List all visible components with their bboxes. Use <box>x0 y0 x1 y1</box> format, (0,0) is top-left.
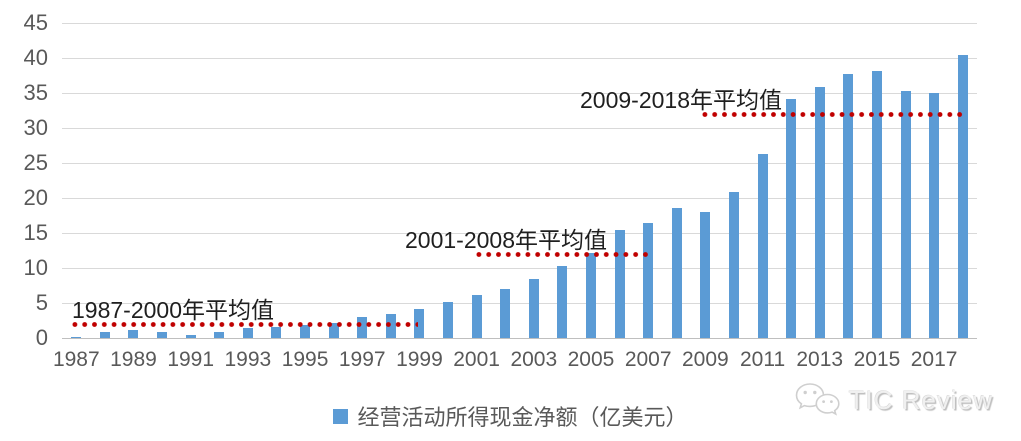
gridline <box>62 163 977 164</box>
bar-2018 <box>957 55 968 338</box>
y-tick-label: 25 <box>23 150 48 175</box>
bar-2015 <box>871 71 882 338</box>
x-tick-label: 2017 <box>910 348 958 371</box>
bar-2007 <box>643 223 654 338</box>
x-tick-label: 1999 <box>396 348 443 371</box>
x-tick-label: 2009 <box>682 348 729 371</box>
y-tick-label: 20 <box>23 185 48 210</box>
y-tick-label: 5 <box>35 290 48 315</box>
x-tick-label: 1997 <box>338 348 386 371</box>
bar-2001 <box>471 295 482 338</box>
bar-2012 <box>786 99 797 338</box>
x-tick-label: 2005 <box>567 348 615 371</box>
bar-2003 <box>528 278 539 338</box>
wechat-logo-icon <box>793 381 841 419</box>
x-tick-label: 2011 <box>739 348 786 371</box>
x-tick-label: 2007 <box>624 348 672 371</box>
bar-1990 <box>157 332 168 338</box>
gridline <box>62 23 977 24</box>
y-tick-label: 0 <box>35 325 48 350</box>
bar-2016 <box>900 90 911 338</box>
gridline <box>62 93 977 94</box>
legend-swatch-icon <box>333 408 349 424</box>
x-tick-label: 1991 <box>167 348 215 371</box>
legend-label: 经营活动所得现金净额（亿美元） <box>357 405 688 430</box>
x-tick-label: 1993 <box>224 348 272 371</box>
y-tick-label: 15 <box>23 220 48 245</box>
bar-2002 <box>500 289 511 338</box>
average-line-2001-2008 <box>473 251 652 257</box>
gridline <box>62 58 977 59</box>
bar-2000 <box>443 301 454 338</box>
y-tick-label: 40 <box>23 45 48 70</box>
x-tick-label: 2015 <box>853 348 901 371</box>
gridline <box>62 303 977 304</box>
gridline <box>62 198 977 199</box>
x-tick-label: 2013 <box>796 348 844 371</box>
watermark-label: TIC Review <box>848 384 993 415</box>
bar-1997 <box>357 317 368 338</box>
gridline <box>62 233 977 234</box>
y-tick-label: 10 <box>23 255 48 280</box>
bar-1995 <box>300 325 311 338</box>
bar-1992 <box>214 332 225 338</box>
bar-2011 <box>757 153 768 338</box>
x-tick-label: 1995 <box>281 348 329 371</box>
average-line-1987-2000 <box>70 321 418 327</box>
bar-2014 <box>843 74 854 338</box>
bar-1987 <box>71 337 82 338</box>
bar-1996 <box>328 322 339 338</box>
y-tick-label: 45 <box>23 10 48 35</box>
plot-area <box>62 23 977 339</box>
bar-2005 <box>585 253 596 338</box>
bar-2010 <box>728 192 739 338</box>
y-tick-label: 35 <box>23 80 48 105</box>
x-tick-label: 2003 <box>510 348 558 371</box>
bar-2017 <box>929 93 940 338</box>
x-tick-label: 2001 <box>453 348 500 371</box>
average-label-1987-2000: 1987-2000年平均值 <box>72 297 274 323</box>
bar-1993 <box>242 328 253 338</box>
watermark: TIC Review <box>793 381 993 419</box>
average-label-2001-2008: 2001-2008年平均值 <box>405 227 607 253</box>
average-label-2009-2018: 2009-2018年平均值 <box>580 87 782 113</box>
bar-2004 <box>557 265 568 338</box>
bar-2013 <box>814 86 825 338</box>
bar-1988 <box>99 332 110 338</box>
bar-2009 <box>700 212 711 338</box>
bar-2006 <box>614 229 625 338</box>
bar-1999 <box>414 308 425 338</box>
bar-1991 <box>185 335 196 338</box>
y-tick-label: 30 <box>23 115 48 140</box>
average-line-2009-2018 <box>699 111 963 117</box>
bar-1994 <box>271 326 282 338</box>
gridline <box>62 268 977 269</box>
x-tick-label: 1987 <box>52 348 100 371</box>
x-axis: 1987 1989 1991 1993 1995 1997 1999 2001 2003 2005… <box>0 348 1021 378</box>
bar-1989 <box>128 330 139 338</box>
legend: 经营活动所得现金净额（亿美元） <box>0 400 1021 432</box>
gridline <box>62 128 977 129</box>
x-tick-label: 1989 <box>110 348 157 371</box>
bar-2008 <box>671 207 682 338</box>
